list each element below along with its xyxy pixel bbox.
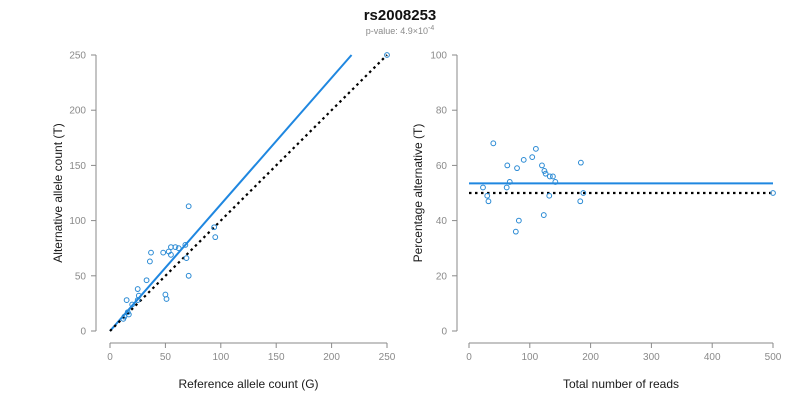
- y-tick-label: 200: [69, 106, 86, 117]
- data-point: [520, 156, 527, 163]
- right-scatter-panel: 0 100 200 300 400 500 0 20 40 60 80 100 Total number…: [411, 51, 782, 392]
- x-tick-label: 200: [582, 352, 599, 363]
- data-point: [484, 192, 491, 199]
- x-tick-label: 150: [268, 352, 285, 363]
- data-point: [175, 245, 182, 252]
- data-point: [485, 198, 492, 205]
- y-tick-label: 100: [69, 216, 86, 227]
- data-point: [546, 192, 553, 199]
- data-point: [129, 301, 136, 308]
- x-tick-label: 300: [643, 352, 660, 363]
- x-tick-label: 200: [323, 352, 340, 363]
- x-axis-title: Reference allele count (G): [178, 377, 318, 391]
- y-axis-title: Alternative allele count (T): [51, 123, 65, 262]
- data-point: [532, 145, 539, 152]
- x-tick-label: 250: [379, 352, 396, 363]
- x-tick-label: 100: [212, 352, 229, 363]
- y-tick-label: 0: [80, 327, 86, 338]
- data-point: [211, 224, 218, 231]
- data-point: [503, 184, 510, 191]
- y-tick-label: 150: [69, 161, 86, 172]
- x-tick-label: 500: [765, 352, 782, 363]
- data-point: [546, 173, 553, 180]
- x-axis-title: Total number of reads: [563, 377, 679, 391]
- data-point: [123, 297, 130, 303]
- figure-title: rs2008253: [364, 7, 437, 24]
- data-point: [577, 159, 584, 166]
- data-point: [183, 255, 190, 262]
- data-point: [168, 244, 174, 250]
- x-tick-label: 0: [107, 352, 113, 363]
- data-point: [540, 212, 547, 218]
- y-tick-label: 20: [436, 271, 448, 282]
- data-point: [146, 258, 153, 265]
- x-tick-label: 0: [466, 352, 472, 363]
- data-point: [384, 52, 390, 58]
- data-point: [577, 198, 584, 205]
- data-point: [770, 190, 776, 196]
- data-point: [506, 179, 513, 185]
- data-point: [134, 297, 141, 303]
- data-point: [212, 234, 219, 241]
- data-point: [512, 228, 519, 235]
- data-point: [143, 277, 150, 284]
- left-scatter-panel: 0 50 100 150 200 250 0 50 100 150 200 250 Reference …: [51, 51, 396, 392]
- data-point: [120, 315, 127, 322]
- data-point: [550, 173, 556, 180]
- reference-line: [109, 54, 388, 332]
- y-tick-label: 60: [436, 161, 448, 172]
- y-tick-label: 0: [441, 327, 447, 338]
- fit-line: [109, 54, 353, 332]
- data-point: [134, 286, 141, 292]
- x-tick-label: 400: [704, 352, 721, 363]
- subtitle-exponent: -4: [428, 25, 434, 32]
- data-point: [515, 217, 522, 224]
- y-axis-title: Percentage alternative (T): [411, 124, 425, 263]
- y-tick-label: 50: [75, 271, 87, 282]
- y-tick-label: 100: [430, 51, 447, 62]
- figure-subtitle: p-value: 4.9×10-4: [366, 25, 435, 36]
- data-point: [529, 154, 536, 161]
- data-point: [182, 241, 189, 248]
- data-point: [490, 140, 497, 147]
- data-point: [542, 170, 549, 177]
- data-point: [148, 249, 154, 256]
- data-point: [539, 162, 545, 169]
- y-tick-label: 80: [436, 106, 448, 117]
- x-tick-label: 100: [521, 352, 538, 363]
- y-tick-label: 40: [436, 216, 448, 227]
- data-point: [552, 179, 559, 185]
- data-point: [185, 203, 192, 210]
- data-point: [541, 168, 548, 174]
- data-point: [125, 311, 132, 318]
- data-point: [168, 251, 174, 258]
- data-point: [504, 162, 511, 169]
- x-tick-label: 50: [160, 352, 172, 363]
- data-point: [480, 184, 486, 191]
- data-point: [580, 190, 587, 196]
- subtitle-prefix: p-value: 4.9×10: [366, 26, 428, 36]
- data-point: [514, 165, 520, 172]
- data-point: [185, 272, 192, 279]
- y-tick-label: 250: [69, 51, 86, 62]
- data-point: [163, 296, 170, 302]
- data-point: [160, 249, 167, 256]
